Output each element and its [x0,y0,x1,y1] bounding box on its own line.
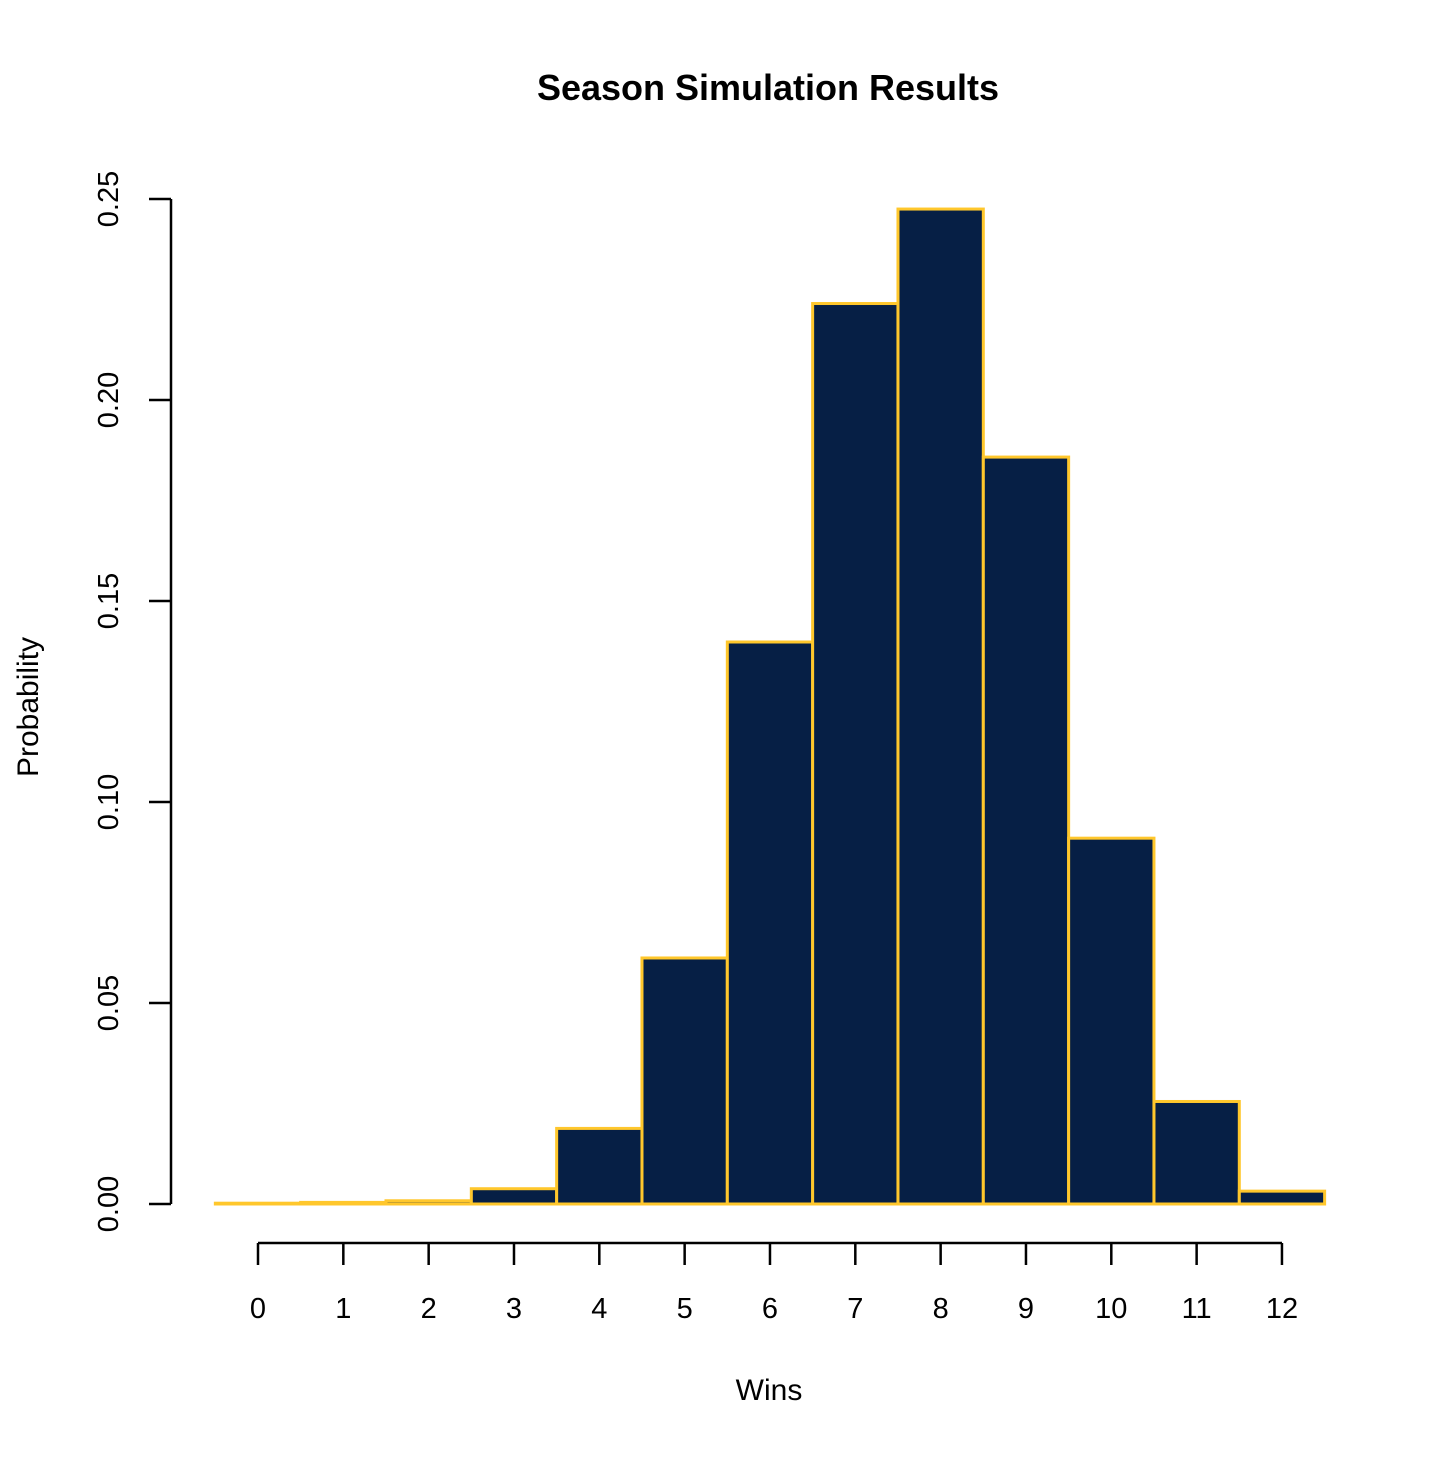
y-axis-label: Probability [12,637,45,777]
y-tick-label: 0.20 [93,372,125,428]
x-tick-label: 10 [1095,1293,1127,1325]
bar-3 [469,1187,559,1206]
x-axis: 0 1 2 3 4 5 6 7 8 9 10 11 12 [250,1241,1298,1325]
x-tick-label: 9 [1018,1293,1034,1325]
x-tick-label: 8 [933,1293,949,1325]
y-tick-label: 0.05 [93,975,125,1031]
bar-4 [555,1126,644,1206]
x-tick-label: 5 [677,1293,693,1325]
x-tick-label: 0 [250,1293,266,1325]
bar-7 [811,302,900,1206]
bar-12 [1237,1189,1327,1206]
bar-1 [299,1200,388,1206]
y-tick-label: 0.15 [93,573,125,629]
bar-10 [1067,836,1156,1206]
x-tick-label: 2 [421,1293,437,1325]
chart-title: Season Simulation Results [537,67,999,108]
x-tick-label: 12 [1266,1293,1298,1325]
y-tick-label: 0.00 [93,1176,125,1232]
bar-6 [725,640,815,1206]
y-tick-label: 0.10 [93,774,125,830]
bar-8 [896,207,985,1206]
x-axis-label: Wins [736,1374,803,1407]
bar-5 [640,956,729,1206]
x-tick-label: 6 [762,1293,778,1325]
bars-group [213,207,1327,1206]
x-tick-label: 7 [847,1293,863,1325]
x-tick-label: 4 [591,1293,607,1325]
bar-9 [981,455,1071,1206]
x-tick-label: 1 [335,1293,351,1325]
bar-2 [384,1199,473,1206]
x-tick-label: 11 [1182,1293,1212,1325]
y-tick-label: 0.25 [93,171,125,227]
y-axis: 0.00 0.05 0.10 0.15 0.20 0.25 [93,171,173,1232]
x-tick-label: 3 [506,1293,522,1325]
bar-11 [1152,1099,1241,1206]
bar-0 [213,1201,303,1206]
